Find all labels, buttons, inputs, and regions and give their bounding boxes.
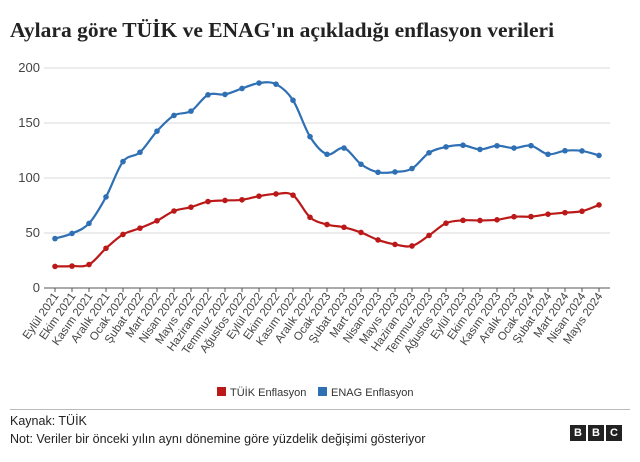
data-point (171, 208, 177, 214)
data-point (562, 209, 568, 216)
series-tuik (52, 191, 602, 270)
data-point (324, 151, 330, 158)
data-point (103, 194, 109, 200)
data-point (69, 230, 75, 237)
data-point (596, 152, 602, 159)
data-point (222, 91, 228, 98)
data-point (341, 224, 347, 231)
data-point (307, 214, 313, 221)
y-axis-ticks: 0 50 100 150 200 (18, 60, 40, 295)
data-point (409, 165, 415, 172)
data-point (409, 243, 415, 249)
bbc-logo-letter: B (570, 425, 586, 441)
note-text: Not: Veriler bir önceki yılın aynı dönem… (10, 432, 426, 446)
series-enag (52, 80, 602, 242)
data-point (171, 112, 177, 119)
y-tick-label: 100 (18, 170, 40, 185)
data-point (460, 142, 466, 149)
bbc-logo-letter: C (606, 425, 622, 441)
data-point (358, 161, 364, 168)
data-point (256, 193, 262, 199)
data-point (239, 85, 245, 92)
legend-label: TÜİK Enflasyon (230, 386, 306, 399)
data-point (137, 225, 143, 231)
data-point (205, 198, 211, 205)
data-point (392, 241, 398, 248)
data-point (375, 237, 381, 243)
data-point (477, 146, 483, 153)
data-point (426, 232, 432, 239)
data-point (392, 169, 398, 175)
legend-swatch (217, 387, 226, 396)
data-point (528, 213, 534, 220)
data-point (120, 231, 126, 238)
data-point (103, 245, 109, 252)
data-point (579, 148, 585, 154)
data-point (69, 263, 75, 269)
data-point (188, 204, 194, 210)
data-point (341, 145, 347, 151)
data-point (511, 145, 517, 151)
y-tick-label: 200 (18, 60, 40, 75)
data-point (562, 147, 568, 154)
data-point (205, 92, 211, 98)
source-text: Kaynak: TÜİK (10, 414, 87, 428)
data-point (256, 80, 262, 86)
data-point (188, 108, 194, 114)
data-point (375, 169, 381, 176)
y-tick-label: 0 (33, 280, 40, 295)
data-point (273, 191, 279, 197)
data-point (154, 217, 160, 224)
data-point (494, 142, 500, 149)
data-point (290, 97, 296, 104)
data-point (494, 217, 500, 223)
data-point (273, 81, 279, 87)
y-tick-label: 150 (18, 115, 40, 130)
data-point (239, 196, 245, 203)
series-line (54, 191, 600, 268)
data-point (137, 149, 143, 156)
data-point (154, 128, 160, 134)
data-point (596, 202, 602, 208)
data-point (545, 211, 551, 217)
data-point (443, 144, 449, 150)
chart-legend: TÜİK Enflasyon ENAG Enflasyon (217, 386, 414, 399)
data-point (579, 208, 585, 215)
series-lines (52, 80, 602, 270)
data-point (52, 263, 58, 270)
data-point (511, 213, 517, 220)
data-point (460, 217, 466, 224)
footer-divider (10, 409, 630, 410)
chart-title: Aylara göre TÜİK ve ENAG'ın açıkladığı e… (10, 18, 555, 42)
data-point (528, 142, 534, 149)
data-point (477, 217, 483, 224)
bbc-logo: B B C (570, 425, 622, 441)
data-point (426, 150, 432, 156)
data-point (545, 151, 551, 158)
data-point (52, 235, 58, 242)
grid-lines (44, 67, 610, 289)
data-point (324, 221, 330, 228)
legend-label: ENAG Enflasyon (331, 387, 414, 399)
data-point (222, 197, 228, 204)
series-line (54, 81, 600, 240)
bbc-logo-letter: B (588, 425, 604, 441)
data-point (290, 192, 296, 198)
y-tick-label: 50 (26, 225, 40, 240)
data-point (358, 229, 364, 236)
data-point (120, 158, 126, 165)
data-point (443, 220, 449, 227)
data-point (307, 133, 313, 140)
data-point (86, 261, 92, 268)
legend-swatch (318, 387, 327, 396)
data-point (86, 220, 92, 227)
